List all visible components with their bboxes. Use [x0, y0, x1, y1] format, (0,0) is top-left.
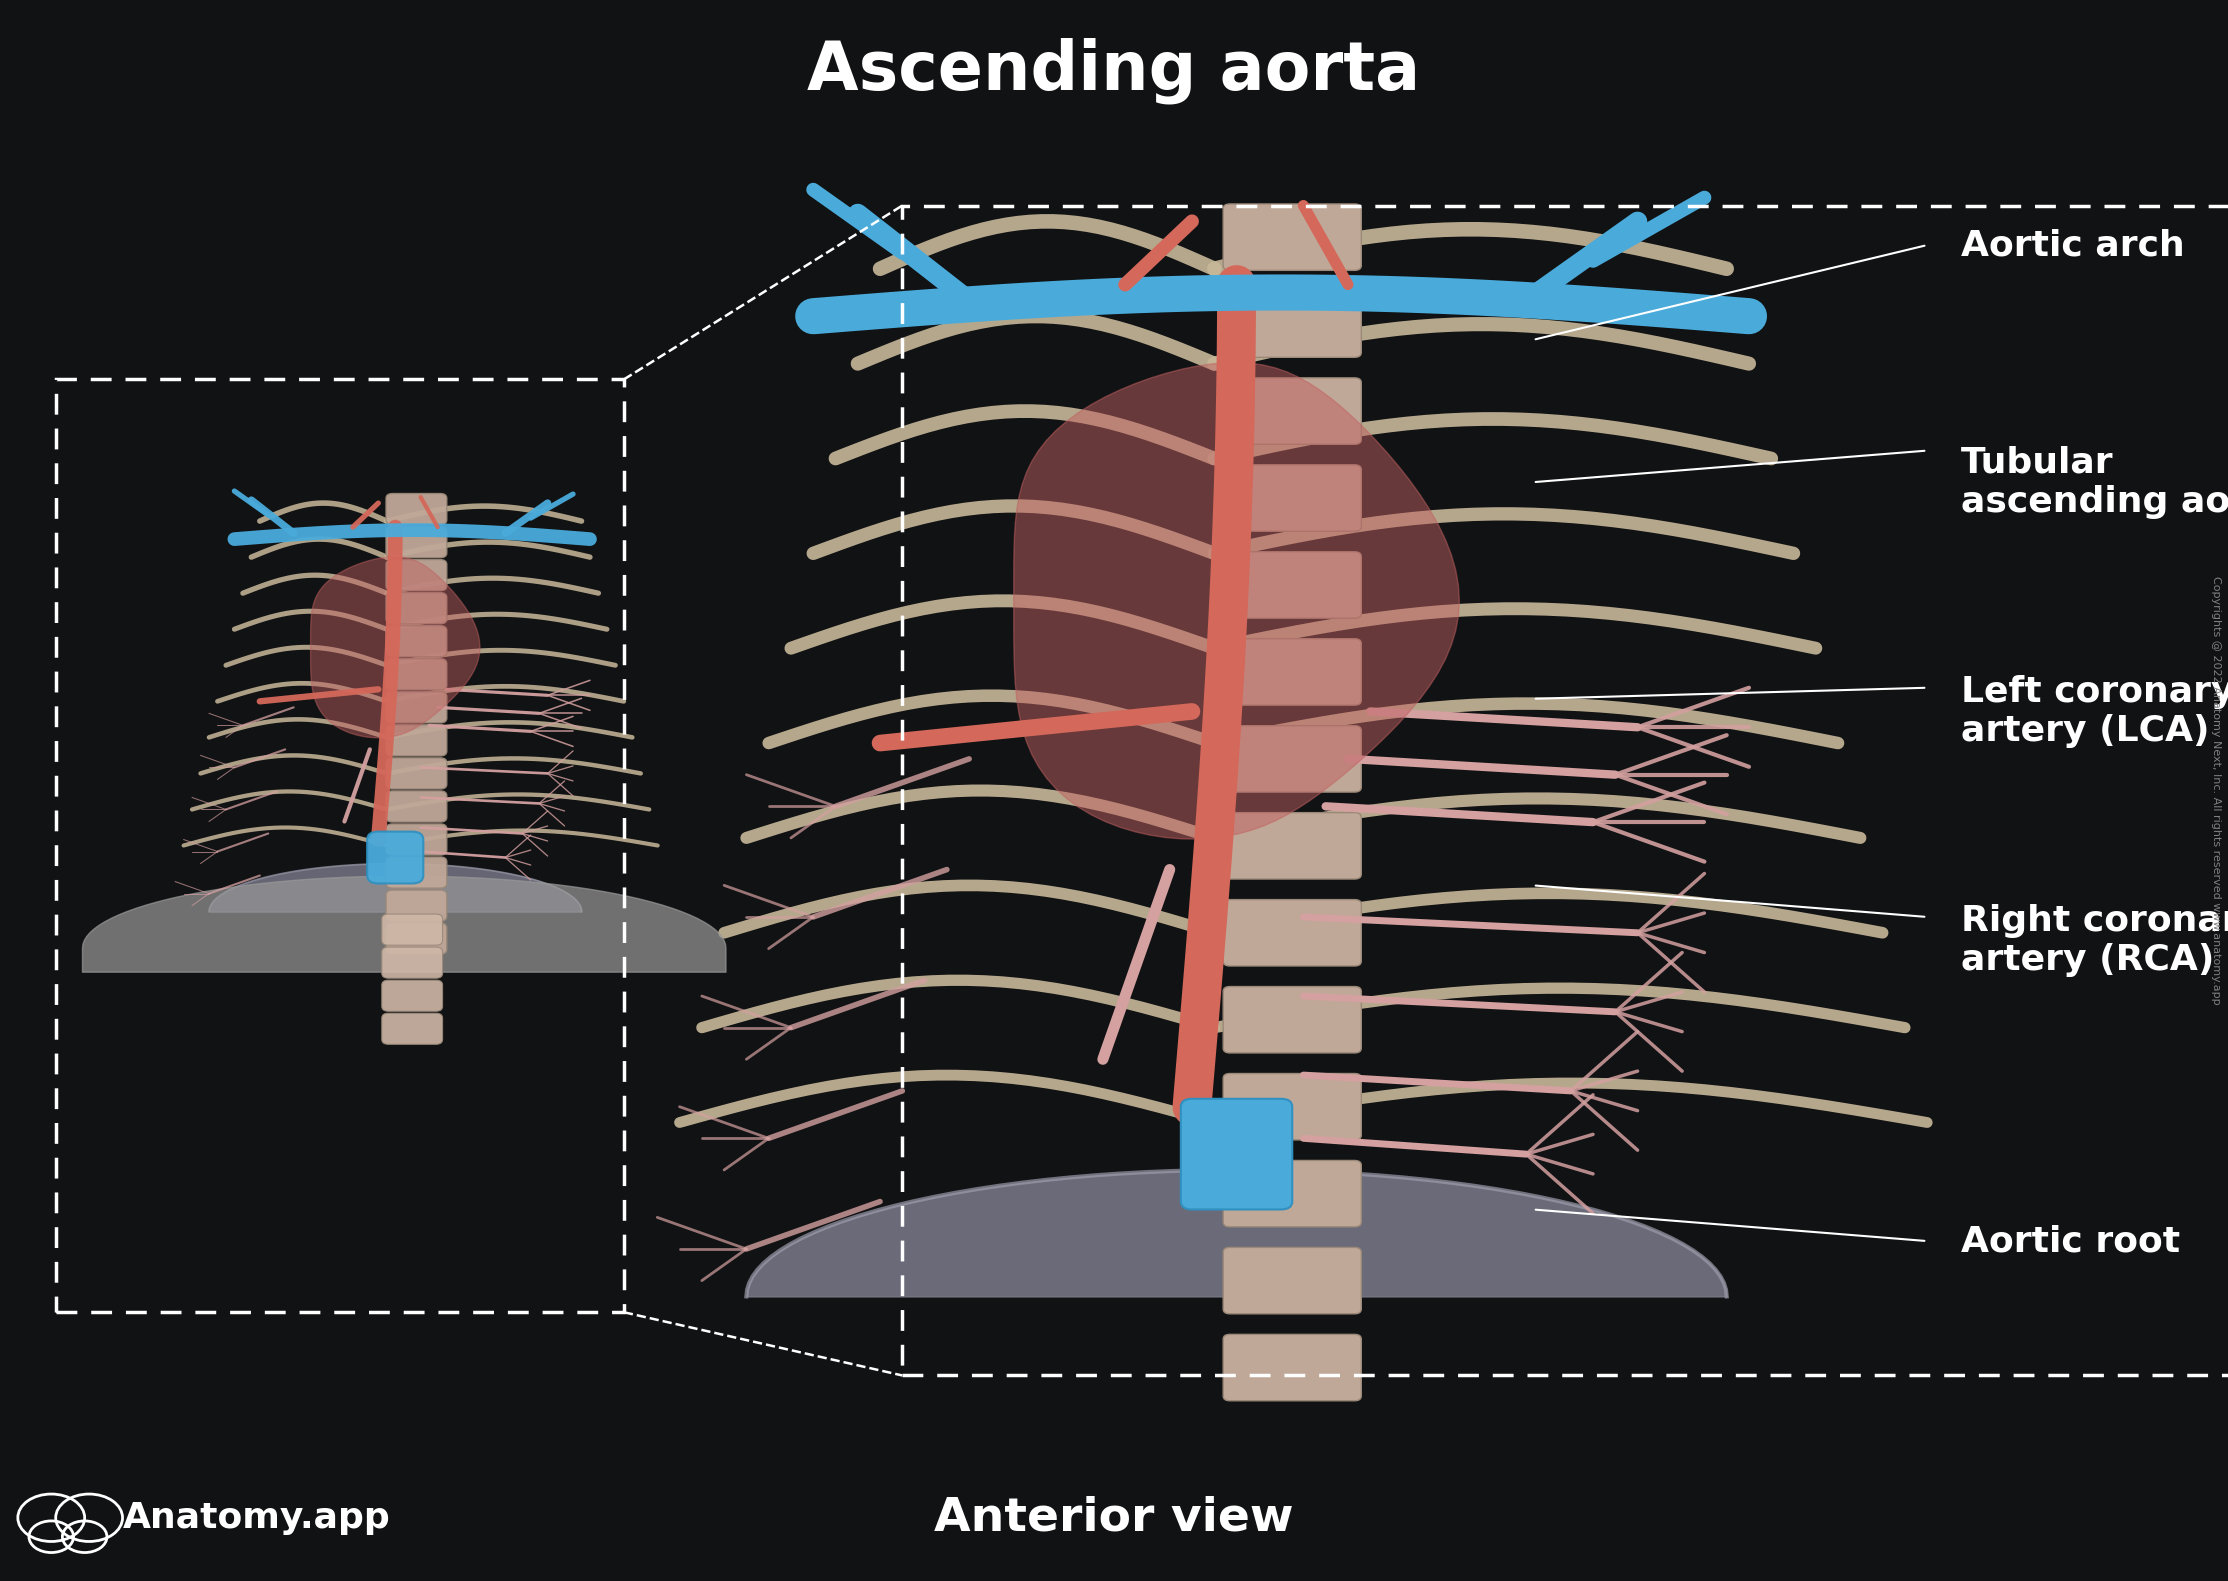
- FancyBboxPatch shape: [381, 980, 443, 1012]
- FancyBboxPatch shape: [385, 560, 448, 591]
- FancyBboxPatch shape: [1223, 813, 1361, 879]
- FancyBboxPatch shape: [1223, 900, 1361, 966]
- FancyBboxPatch shape: [381, 947, 443, 979]
- Text: Ascending aorta: Ascending aorta: [807, 38, 1421, 104]
- FancyBboxPatch shape: [385, 493, 448, 525]
- FancyBboxPatch shape: [385, 692, 448, 723]
- FancyBboxPatch shape: [1181, 1099, 1292, 1209]
- Bar: [56, 379, 624, 1312]
- FancyBboxPatch shape: [1223, 552, 1361, 618]
- FancyBboxPatch shape: [1223, 291, 1361, 357]
- FancyBboxPatch shape: [385, 757, 448, 789]
- FancyBboxPatch shape: [1223, 1247, 1361, 1314]
- Text: Right coronary
artery (RCA): Right coronary artery (RCA): [1961, 904, 2228, 977]
- Polygon shape: [1014, 362, 1459, 840]
- FancyBboxPatch shape: [385, 626, 448, 656]
- FancyBboxPatch shape: [385, 659, 448, 689]
- FancyBboxPatch shape: [385, 790, 448, 822]
- FancyBboxPatch shape: [1223, 378, 1361, 444]
- Text: Aortic root: Aortic root: [1961, 1224, 2179, 1258]
- Text: Tubular
ascending aorta: Tubular ascending aorta: [1961, 446, 2228, 519]
- FancyBboxPatch shape: [1223, 465, 1361, 531]
- FancyBboxPatch shape: [1223, 1073, 1361, 1140]
- FancyBboxPatch shape: [1223, 1334, 1361, 1401]
- FancyBboxPatch shape: [1223, 639, 1361, 705]
- FancyBboxPatch shape: [385, 857, 448, 889]
- FancyBboxPatch shape: [385, 890, 448, 922]
- FancyBboxPatch shape: [381, 914, 443, 945]
- FancyBboxPatch shape: [1223, 204, 1361, 270]
- FancyBboxPatch shape: [1223, 987, 1361, 1053]
- Text: Copyrights @ 2022 Anatomy Next, Inc. All rights reserved www.anatomy.app: Copyrights @ 2022 Anatomy Next, Inc. All…: [2212, 575, 2221, 1006]
- FancyBboxPatch shape: [368, 832, 423, 884]
- FancyBboxPatch shape: [385, 724, 448, 756]
- Text: Anatomy.app: Anatomy.app: [123, 1500, 390, 1535]
- Text: Anterior view: Anterior view: [934, 1496, 1294, 1540]
- FancyBboxPatch shape: [1223, 726, 1361, 792]
- FancyBboxPatch shape: [385, 824, 448, 855]
- FancyBboxPatch shape: [385, 526, 448, 558]
- FancyBboxPatch shape: [1223, 1160, 1361, 1227]
- FancyBboxPatch shape: [385, 923, 448, 955]
- Text: Aortic arch: Aortic arch: [1961, 228, 2183, 262]
- Polygon shape: [310, 557, 479, 738]
- Bar: [902, 206, 2228, 1375]
- FancyBboxPatch shape: [381, 1013, 443, 1045]
- Text: Left coronary
artery (LCA): Left coronary artery (LCA): [1961, 675, 2228, 748]
- FancyBboxPatch shape: [385, 593, 448, 624]
